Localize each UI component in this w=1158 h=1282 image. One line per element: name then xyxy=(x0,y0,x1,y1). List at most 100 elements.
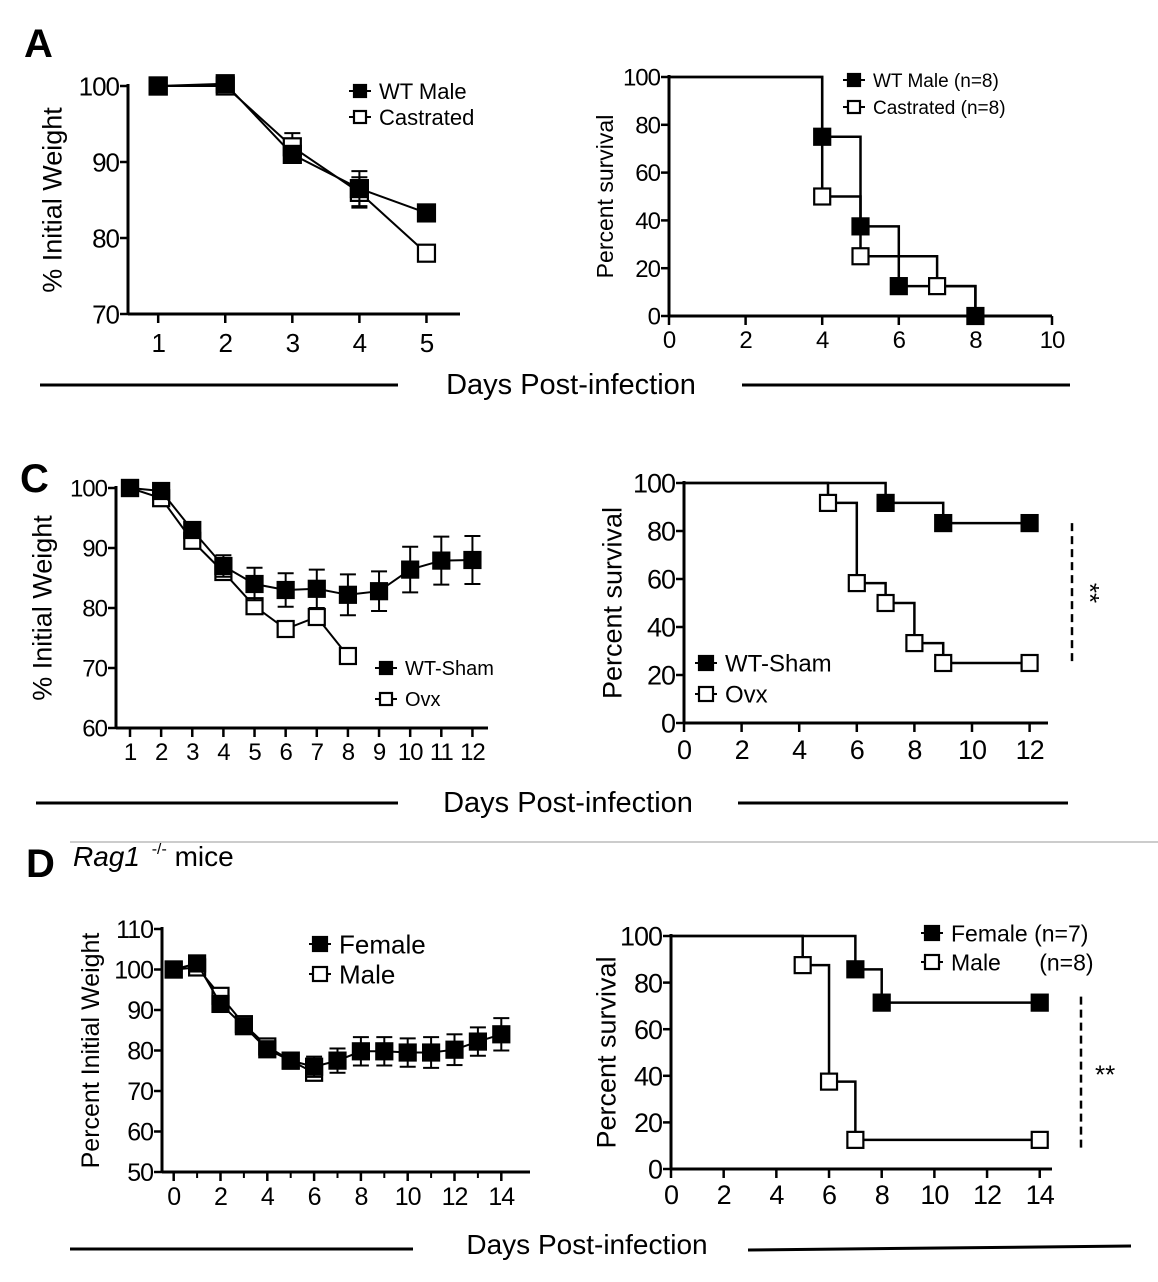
filled-square-icon xyxy=(697,654,715,672)
legend-label: Ovx xyxy=(405,689,441,711)
filled-square-icon xyxy=(311,935,329,953)
x-tick-label: 12 xyxy=(973,1180,1001,1210)
data-point xyxy=(214,556,233,576)
x-tick-label: 0 xyxy=(167,1183,180,1211)
x-tick-label: 6 xyxy=(822,1180,836,1210)
y-tick-label: 60 xyxy=(635,160,660,187)
y-tick-label: 80 xyxy=(92,223,119,253)
series-ovx xyxy=(120,478,358,666)
data-point xyxy=(375,1042,394,1061)
legend: WT Male (n=8) Castrated (n=8) xyxy=(843,71,1006,119)
legend-label: Castrated xyxy=(379,105,474,130)
x-tick-label: 7 xyxy=(311,739,324,766)
chart-d-survival: 0 20 40 60 80 100 0 2 4 6 8 10 12 14 Percent survival *… xyxy=(591,920,1115,1210)
series-ovx xyxy=(684,481,1039,673)
x-tick-label: 5 xyxy=(248,739,261,766)
y-axis-title: Percent survival xyxy=(592,115,618,279)
legend-label: WT-Sham xyxy=(725,651,832,678)
x-tick-label: 0 xyxy=(663,327,676,354)
data-point xyxy=(120,478,140,498)
y-tick-label: 70 xyxy=(82,656,107,683)
censor-marker xyxy=(851,247,870,266)
censor-marker xyxy=(793,956,812,975)
filled-square-icon xyxy=(846,72,862,88)
filled-square-icon xyxy=(378,660,394,676)
data-point xyxy=(351,1042,370,1061)
x-tick-label: 8 xyxy=(969,327,982,354)
legend-label: Male xyxy=(339,959,395,989)
x-tick-label: 9 xyxy=(373,739,386,766)
data-point xyxy=(416,203,437,223)
x-tick-label: 12 xyxy=(460,739,485,766)
y-axis-title: % Initial Weight xyxy=(37,107,67,293)
censor-marker xyxy=(876,593,895,613)
y-tick-label: 40 xyxy=(647,613,675,643)
filled-square-icon xyxy=(352,83,368,99)
data-point xyxy=(422,1043,441,1062)
series-female-n-7 xyxy=(671,934,1049,1012)
x-tick-label: 2 xyxy=(739,327,752,354)
y-tick-label: 50 xyxy=(127,1159,153,1187)
censor-marker xyxy=(846,1130,865,1149)
x-tick-label: 4 xyxy=(816,327,829,354)
legend-label: WT Male (n=8) xyxy=(873,71,999,92)
data-point xyxy=(276,580,295,600)
legend: WT-Sham Ovx xyxy=(695,651,832,709)
panel-d-subtitle-rest: mice xyxy=(175,841,234,872)
open-square-icon xyxy=(846,99,862,115)
xlabel-rule-right xyxy=(747,1244,1132,1252)
series-female xyxy=(164,954,511,1078)
censor-marker xyxy=(1020,513,1039,533)
y-axis-title: Percent Initial Weight xyxy=(77,933,105,1169)
x-tick-label: 2 xyxy=(155,739,168,766)
series-male-n-8 xyxy=(671,934,1049,1149)
x-tick-label: 14 xyxy=(1026,1180,1055,1210)
y-tick-label: 100 xyxy=(79,71,120,101)
x-tick-label: 11 xyxy=(430,739,454,766)
data-point xyxy=(148,76,168,96)
data-point xyxy=(234,1017,253,1036)
data-point xyxy=(338,646,358,666)
y-tick-label: 100 xyxy=(623,65,661,92)
x-tick-label: 0 xyxy=(677,735,691,765)
panel-letter-d: D xyxy=(26,842,55,886)
chart-d-weight: 50 60 70 80 90 100 110 0 2 4 6 8 10 12 14 Percent Initi… xyxy=(77,916,530,1211)
x-tick-label: 6 xyxy=(308,1183,321,1211)
data-point xyxy=(282,144,302,164)
y-tick-label: 80 xyxy=(634,968,662,998)
chart-a-survival: 0 20 40 60 80 100 0 2 4 6 8 10 Percent survival WT Ma… xyxy=(592,65,1066,354)
legend-label: Female (n=7) xyxy=(951,920,1088,946)
data-point xyxy=(432,551,451,570)
data-point xyxy=(398,1043,417,1062)
open-square-icon xyxy=(923,953,941,971)
x-tick-label: 4 xyxy=(353,328,367,358)
shared-xlabel: Days Post-infection xyxy=(446,369,696,401)
open-square-icon xyxy=(697,685,715,703)
data-point xyxy=(369,582,389,601)
y-tick-label: 70 xyxy=(127,1078,153,1106)
significance-label: ** xyxy=(1075,583,1105,603)
x-tick-label: 10 xyxy=(1040,327,1065,354)
y-tick-label: 40 xyxy=(635,208,660,235)
data-point xyxy=(258,1040,277,1059)
data-point xyxy=(152,481,171,501)
x-tick-label: 4 xyxy=(792,735,807,765)
x-tick-label: 2 xyxy=(214,1183,227,1211)
data-point xyxy=(492,1025,511,1044)
data-point xyxy=(281,1051,300,1070)
x-tick-label: 6 xyxy=(850,735,864,765)
censor-marker xyxy=(905,633,924,653)
x-tick-label: 2 xyxy=(717,1180,731,1210)
data-point xyxy=(183,520,202,540)
legend-label: WT Male xyxy=(379,79,467,104)
series-wt-sham xyxy=(120,478,482,617)
x-tick-label: 6 xyxy=(279,739,292,766)
y-tick-label: 100 xyxy=(70,476,108,503)
x-tick-label: 8 xyxy=(342,739,355,766)
open-square-icon xyxy=(352,109,368,125)
legend: Female (n=7) Male (n=8) xyxy=(921,920,1094,975)
data-point xyxy=(215,74,235,94)
